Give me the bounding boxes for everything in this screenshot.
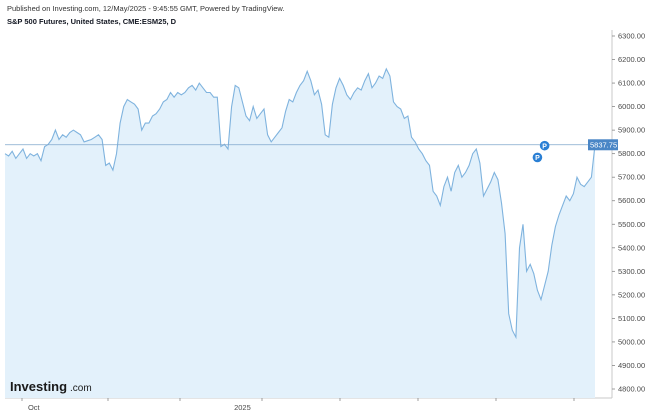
y-tick-label: 4900.00 xyxy=(618,361,645,370)
y-tick-label: 6300.00 xyxy=(618,32,645,41)
investing-logo: Investing .com xyxy=(10,379,92,394)
y-tick-label: 5800.00 xyxy=(618,149,645,158)
x-axis: Oct 2025 xyxy=(21,398,575,412)
symbol-title: S&P 500 Futures, United States, CME:ESM2… xyxy=(7,17,177,26)
event-marker-dot xyxy=(532,152,543,163)
event-marker-label: P xyxy=(535,155,540,162)
y-tick-label: 5600.00 xyxy=(618,196,645,205)
y-tick-label: 5200.00 xyxy=(618,290,645,299)
event-markers: PP xyxy=(532,140,550,163)
y-tick-label: 6100.00 xyxy=(618,79,645,88)
y-tick-label: 6000.00 xyxy=(618,102,645,111)
logo-suffix: .com xyxy=(70,383,92,394)
x-tick-label: Oct xyxy=(28,403,41,412)
y-tick-label: 5100.00 xyxy=(618,314,645,323)
price-line xyxy=(4,67,596,340)
y-axis: 4800.00 4900.00 5000.00 5100.00 5200.00 5300.… xyxy=(612,32,645,394)
event-marker[interactable]: P xyxy=(539,140,550,151)
y-tick-label: 5900.00 xyxy=(618,126,645,135)
published-note: Published on Investing.com, 12/May/2025 … xyxy=(7,4,285,13)
y-tick-label: 5500.00 xyxy=(618,220,645,229)
event-marker-label: P xyxy=(542,143,547,150)
event-marker[interactable]: P xyxy=(532,152,543,163)
y-tick-label: 5400.00 xyxy=(618,243,645,252)
y-tick-label: 6200.00 xyxy=(618,55,645,64)
logo-main: Investing xyxy=(10,379,67,394)
y-tick-label: 5000.00 xyxy=(618,337,645,346)
event-marker-dot xyxy=(539,140,550,151)
y-tick-label: 5700.00 xyxy=(618,173,645,182)
last-price-label: 5837.75 xyxy=(588,139,618,151)
price-area-fill xyxy=(5,68,595,399)
x-tick-label: 2025 xyxy=(234,403,251,412)
y-tick-label: 4800.00 xyxy=(618,385,645,394)
y-tick-label: 5300.00 xyxy=(618,267,645,276)
last-price-badge xyxy=(588,139,618,151)
last-price-text: 5837.75 xyxy=(590,141,617,150)
